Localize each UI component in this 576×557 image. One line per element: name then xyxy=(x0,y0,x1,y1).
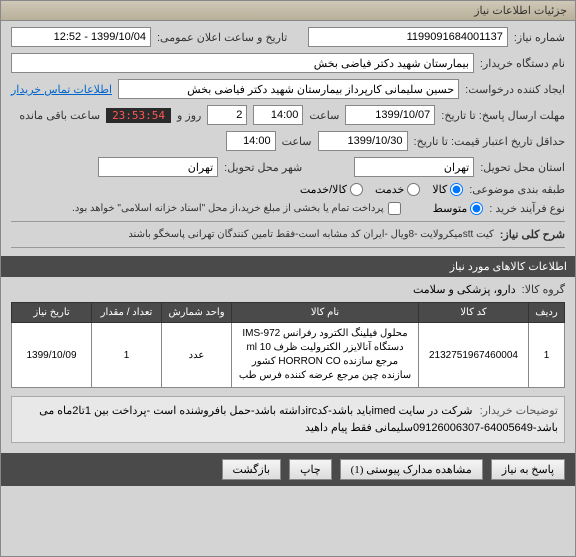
radio-medium-input[interactable] xyxy=(470,202,483,215)
need-no-value: 1199091684001137 xyxy=(308,27,508,47)
th-qty: تعداد / مقدار xyxy=(92,303,162,323)
table-row: 1 2132751967460004 محلول فیلینگ الکترود … xyxy=(12,323,565,388)
buyer-value: بیمارستان شهید دکتر فیاضی بخش xyxy=(11,53,474,73)
th-unit: واحد شمارش xyxy=(162,303,232,323)
min-valid-time-label: ساعت xyxy=(282,135,312,148)
cell-idx: 1 xyxy=(529,323,565,388)
remaining-label: ساعت باقی مانده xyxy=(19,109,100,122)
radio-goods[interactable]: کالا xyxy=(432,183,463,196)
print-button[interactable]: چاپ xyxy=(289,459,332,480)
cell-code: 2132751967460004 xyxy=(419,323,529,388)
announce-value: 1399/10/04 - 12:52 xyxy=(11,27,151,47)
creator-label: ایجاد کننده درخواست: xyxy=(465,83,565,96)
radio-service[interactable]: خدمت xyxy=(375,183,420,196)
group-value: دارو، پزشکی و سلامت xyxy=(413,283,516,296)
table-header-row: ردیف کد کالا نام کالا واحد شمارش تعداد /… xyxy=(12,303,565,323)
buyer-notes-box: توضیحات خریدار: شرکت در سایت imedباید با… xyxy=(11,396,565,443)
th-name: نام کالا xyxy=(232,303,419,323)
contact-link[interactable]: اطلاعات تماس خریدار xyxy=(11,83,112,96)
partial-pay-check[interactable]: پرداخت تمام یا بخشی از مبلغ خرید،از محل … xyxy=(72,202,401,215)
cell-date: 1399/10/09 xyxy=(12,323,92,388)
buyer-notes-label: توضیحات خریدار: xyxy=(480,405,558,417)
days-label: روز و xyxy=(177,109,201,122)
need-title: کیت sttمیکرولایت -8ویال -ایران کد مشابه … xyxy=(128,229,493,240)
footer-bar: پاسخ به نیاز مشاهده مدارک پیوستی (1) چاپ… xyxy=(1,453,575,486)
category-radios: کالا خدمت کالا/خدمت xyxy=(300,183,463,196)
cell-unit: عدد xyxy=(162,323,232,388)
th-idx: ردیف xyxy=(529,303,565,323)
need-no-label: شماره نیاز: xyxy=(514,31,565,44)
radio-goods-input[interactable] xyxy=(450,183,463,196)
deadline-resp-label: مهلت ارسال پاسخ: تا تاریخ: xyxy=(441,109,565,122)
titlebar: جزئیات اطلاعات نیاز xyxy=(1,1,575,21)
deadline-resp-date: 1399/10/07 xyxy=(345,105,435,125)
window-title: جزئیات اطلاعات نیاز xyxy=(474,5,567,17)
radio-service-input[interactable] xyxy=(407,183,420,196)
th-date: تاریخ نیاز xyxy=(12,303,92,323)
section-goods-header: اطلاعات کالاهای مورد نیاز xyxy=(1,256,575,277)
announce-label: تاریخ و ساعت اعلان عمومی: xyxy=(157,31,287,44)
need-title-label: شرح کلی نیاز: xyxy=(500,228,565,241)
content-area: شماره نیاز: 1199091684001137 تاریخ و ساع… xyxy=(1,21,575,486)
group-label: گروه کالا: xyxy=(522,283,565,296)
attachments-button[interactable]: مشاهده مدارک پیوستی (1) xyxy=(340,459,483,480)
delivery-prov: تهران xyxy=(354,157,474,177)
th-code: کد کالا xyxy=(419,303,529,323)
deadline-resp-time: 14:00 xyxy=(253,105,303,125)
delivery-city-label: شهر محل تحویل: xyxy=(224,161,302,174)
goods-table: ردیف کد کالا نام کالا واحد شمارش تعداد /… xyxy=(11,302,565,388)
min-valid-label: حداقل تاریخ اعتبار قیمت: تا تاریخ: xyxy=(414,135,565,148)
min-valid-time: 14:00 xyxy=(226,131,276,151)
budget-label: طبقه بندی موضوعی: xyxy=(469,183,565,196)
cell-name: محلول فیلینگ الکترود رفرانس IMS-972 دستگ… xyxy=(232,323,419,388)
radio-both-input[interactable] xyxy=(350,183,363,196)
back-button[interactable]: بازگشت xyxy=(222,459,282,480)
min-valid-date: 1399/10/30 xyxy=(318,131,408,151)
deadline-time-label: ساعت xyxy=(309,109,339,122)
countdown-timer: 23:53:54 xyxy=(106,108,171,123)
partial-pay-checkbox[interactable] xyxy=(388,202,401,215)
creator-value: حسین سلیمانی کارپرداز بیمارستان شهید دکت… xyxy=(118,79,459,99)
delivery-prov-label: استان محل تحویل: xyxy=(480,161,565,174)
cell-qty: 1 xyxy=(92,323,162,388)
buyer-label: نام دستگاه خریدار: xyxy=(480,57,565,70)
days-value: 2 xyxy=(207,105,247,125)
radio-both[interactable]: کالا/خدمت xyxy=(300,183,363,196)
purchase-type-label: نوع فرآیند خرید : xyxy=(489,202,565,215)
window: جزئیات اطلاعات نیاز شماره نیاز: 11990916… xyxy=(0,0,576,557)
respond-button[interactable]: پاسخ به نیاز xyxy=(491,459,565,480)
delivery-city: تهران xyxy=(98,157,218,177)
radio-medium[interactable]: متوسط xyxy=(433,202,484,215)
